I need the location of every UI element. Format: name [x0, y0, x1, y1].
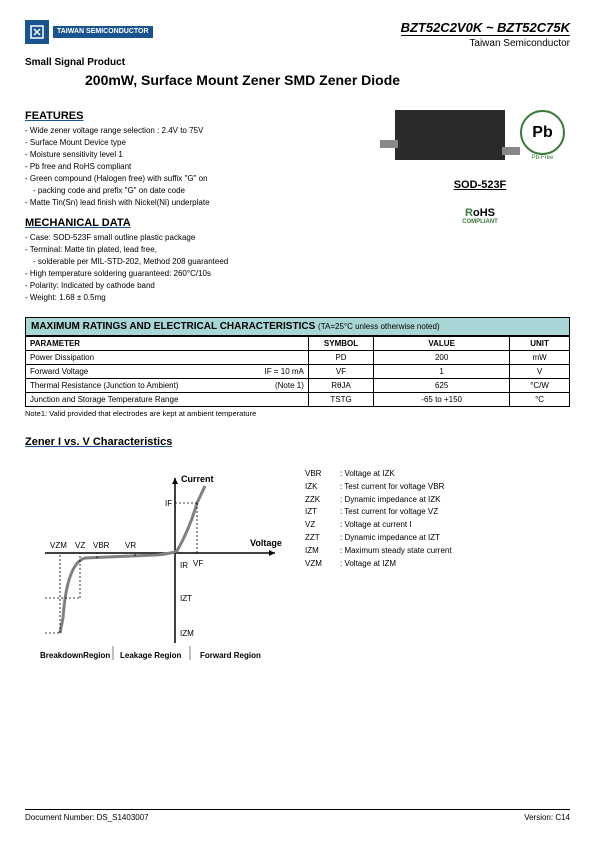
doc-number: Document Number: DS_S1403007: [25, 813, 149, 822]
features-list: Wide zener voltage range selection : 2.4…: [25, 126, 390, 207]
th-symbol: SYMBOL: [308, 337, 373, 351]
feature-item: Matte Tin(Sn) lead finish with Nickel(Ni…: [25, 198, 390, 207]
table-row: Forward VoltageIF = 10 mA VF 1 V: [26, 365, 570, 379]
table-row: Power Dissipation PD 200 mW: [26, 351, 570, 365]
svg-text:IZT: IZT: [180, 594, 192, 603]
logo-text: TAIWAN SEMICONDUCTOR: [53, 26, 153, 38]
svg-text:BreakdownRegion: BreakdownRegion: [40, 651, 110, 660]
page-footer: Document Number: DS_S1403007 Version: C1…: [25, 809, 570, 822]
feature-item: Pb free and RoHS compliant: [25, 162, 390, 171]
part-number: BZT52C2V0K ~ BZT52C75K: [401, 20, 570, 35]
svg-text:Leakage Region: Leakage Region: [120, 651, 181, 660]
feature-item: Moisture sensitivity level 1: [25, 150, 390, 159]
table-title: MAXIMUM RATINGS AND ELECTRICAL CHARACTER…: [25, 317, 570, 336]
ratings-table: PARAMETER SYMBOL VALUE UNIT Power Dissip…: [25, 336, 570, 407]
svg-text:VF: VF: [193, 559, 203, 568]
pb-free-badge: Pb Pb-Free: [520, 110, 565, 161]
feature-item: Wide zener voltage range selection : 2.4…: [25, 126, 390, 135]
package-image: [395, 110, 505, 160]
table-note: Note1: Valid provided that electrodes ar…: [25, 409, 570, 418]
company-name: Taiwan Semiconductor: [401, 35, 570, 49]
mechanical-item: Weight: 1.68 ± 0.5mg: [25, 293, 390, 302]
svg-text:Voltage: Voltage: [250, 538, 282, 548]
svg-text:IZM: IZM: [180, 629, 194, 638]
table-row: Thermal Resistance (Junction to Ambient)…: [26, 379, 570, 393]
svg-text:VZM: VZM: [50, 541, 67, 550]
logo-icon: [25, 20, 49, 44]
th-param: PARAMETER: [26, 337, 309, 351]
svg-text:IR: IR: [180, 561, 188, 570]
svg-text:VR: VR: [125, 541, 136, 550]
package-label: SOD-523F: [454, 179, 507, 191]
feature-item: Surface Mount Device type: [25, 138, 390, 147]
feature-item: Green compound (Halogen free) with suffi…: [25, 174, 390, 183]
svg-text:IF: IF: [165, 499, 172, 508]
header-right: BZT52C2V0K ~ BZT52C75K Taiwan Semiconduc…: [401, 20, 570, 49]
svg-text:Forward Region: Forward Region: [200, 651, 261, 660]
mechanical-item: Polarity: Indicated by cathode band: [25, 281, 390, 290]
svg-text:VZ: VZ: [75, 541, 85, 550]
version: Version: C14: [524, 813, 570, 822]
page-header: TAIWAN SEMICONDUCTOR BZT52C2V0K ~ BZT52C…: [25, 20, 570, 49]
table-row: Junction and Storage Temperature Range T…: [26, 393, 570, 407]
chart-title: Zener I vs. V Characteristics: [25, 436, 570, 448]
svg-text:VBR: VBR: [93, 541, 110, 550]
mechanical-item: solderable per MIL-STD-202, Method 208 g…: [33, 257, 390, 266]
svg-text:Current: Current: [181, 474, 214, 484]
iv-chart: Current Voltage IF VZM VZ VBR VR VF IR I…: [25, 468, 285, 668]
product-line: Small Signal Product: [25, 57, 570, 68]
mechanical-header: MECHANICAL DATA: [25, 217, 390, 229]
mechanical-item: High temperature soldering guaranteed: 2…: [25, 269, 390, 278]
page-title: 200mW, Surface Mount Zener SMD Zener Dio…: [85, 72, 570, 88]
th-value: VALUE: [374, 337, 510, 351]
mechanical-item: Terminal: Matte tin plated, lead free,: [25, 245, 390, 254]
rohs-badge: RoHS COMPLIANT: [462, 207, 498, 225]
logo: TAIWAN SEMICONDUCTOR: [25, 20, 153, 44]
th-unit: UNIT: [510, 337, 570, 351]
mechanical-list: Case: SOD-523F small outline plastic pac…: [25, 233, 390, 302]
chart-legend: VBR: Voltage at IZK IZK: Test current fo…: [305, 468, 452, 668]
feature-item: packing code and prefix "G" on date code: [33, 186, 390, 195]
mechanical-item: Case: SOD-523F small outline plastic pac…: [25, 233, 390, 242]
features-header: FEATURES: [25, 110, 390, 122]
